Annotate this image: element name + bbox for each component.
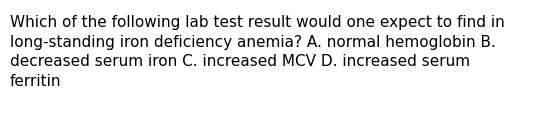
Text: Which of the following lab test result would one expect to find in
long-standing: Which of the following lab test result w… [10,15,505,89]
